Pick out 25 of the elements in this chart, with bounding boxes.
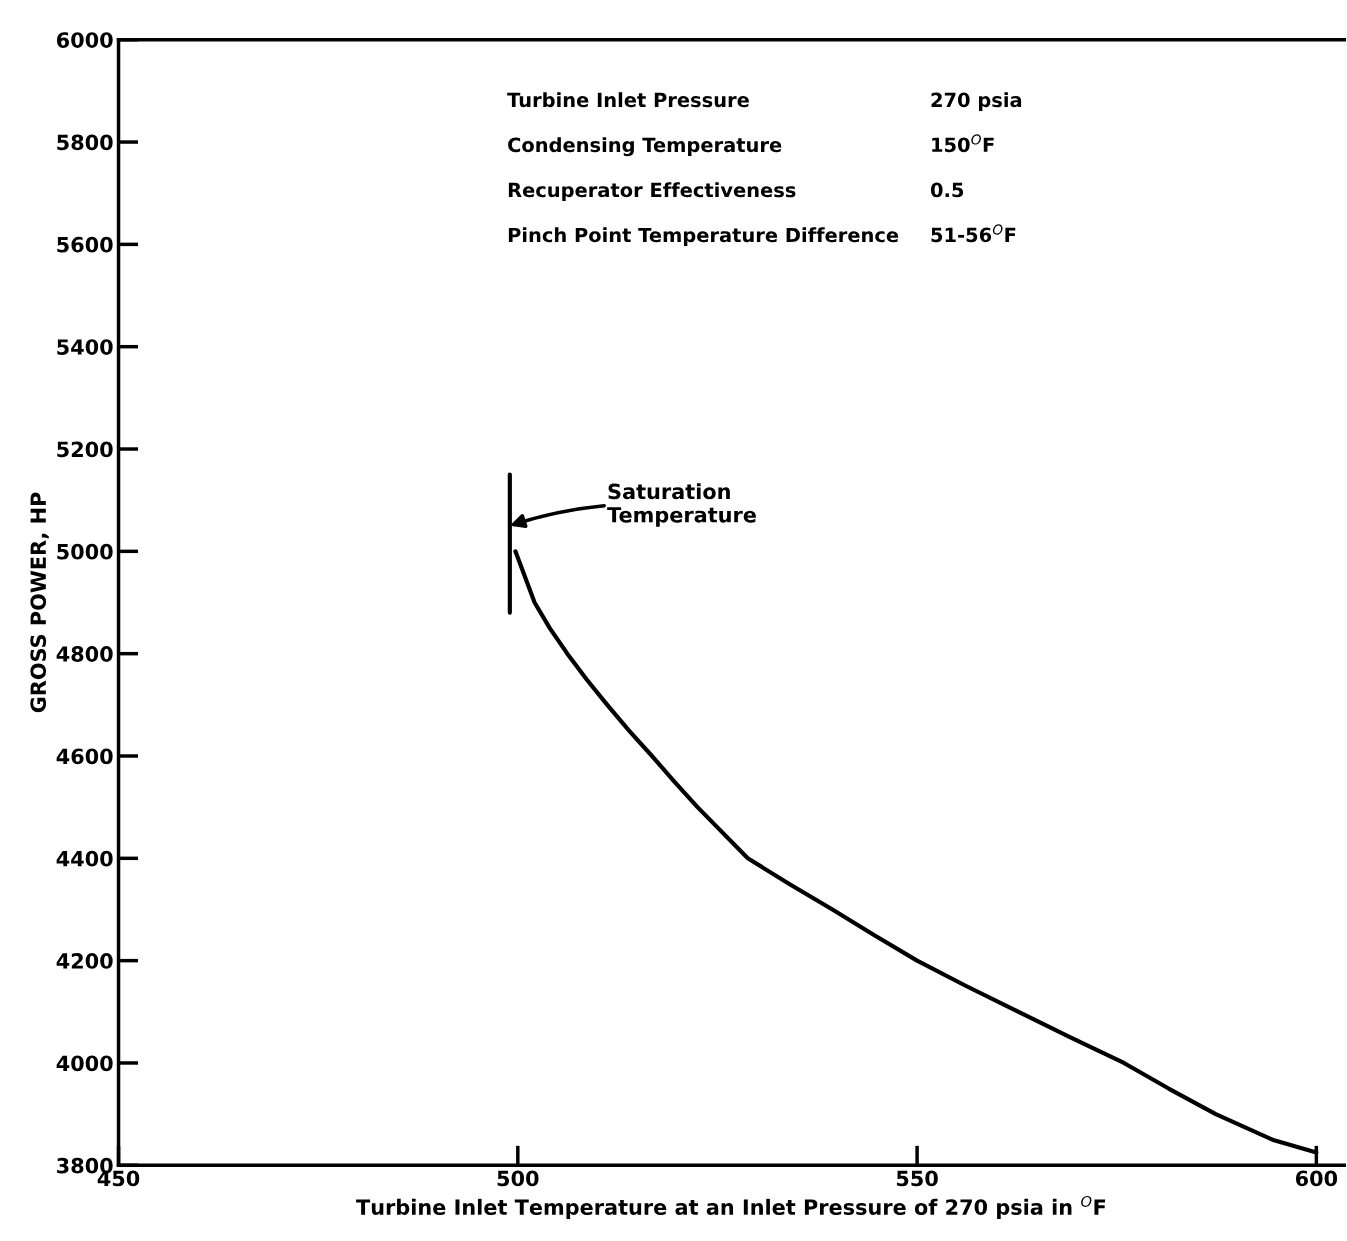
y-axis-title: GROSS POWER, HP bbox=[30, 492, 49, 713]
y-tick-label: 5800 bbox=[57, 134, 113, 151]
annotation: Saturation Temperature bbox=[607, 483, 756, 527]
annotation: Turbine Inlet Pressure bbox=[507, 92, 749, 108]
y-tick-label: 4200 bbox=[56, 953, 113, 969]
y-tick-label: 5200 bbox=[57, 441, 113, 458]
x-tick-label: 600 bbox=[1295, 1170, 1338, 1187]
annotation: 0.5 bbox=[930, 182, 964, 198]
y-tick-label: 4800 bbox=[56, 646, 113, 662]
annotation: 270 psia bbox=[931, 92, 1022, 112]
y-tick-label: 4000 bbox=[56, 1055, 113, 1072]
y-tick-label: 4600 bbox=[56, 748, 113, 765]
y-tick-label: 6000 bbox=[56, 32, 113, 48]
x-axis-title: Turbine Inlet Temperature at an Inlet Pressure of 270 psia in $^{O}$F bbox=[356, 1195, 1106, 1220]
annotation: 51-56$^{O}$F bbox=[931, 224, 1016, 243]
annotation: 150$^{O}$F bbox=[932, 134, 994, 153]
annotation: Condensing Temperature bbox=[508, 137, 782, 157]
x-tick-label: 550 bbox=[896, 1170, 938, 1187]
annotation: Recuperator Effectiveness bbox=[508, 182, 796, 202]
x-tick-label: 500 bbox=[497, 1170, 539, 1187]
y-tick-label: 5000 bbox=[57, 543, 113, 560]
y-tick-label: 5400 bbox=[57, 339, 113, 355]
y-tick-label: 5600 bbox=[57, 236, 113, 253]
y-tick-label: 4400 bbox=[56, 850, 113, 867]
annotation: Pinch Point Temperature Difference bbox=[508, 227, 899, 247]
